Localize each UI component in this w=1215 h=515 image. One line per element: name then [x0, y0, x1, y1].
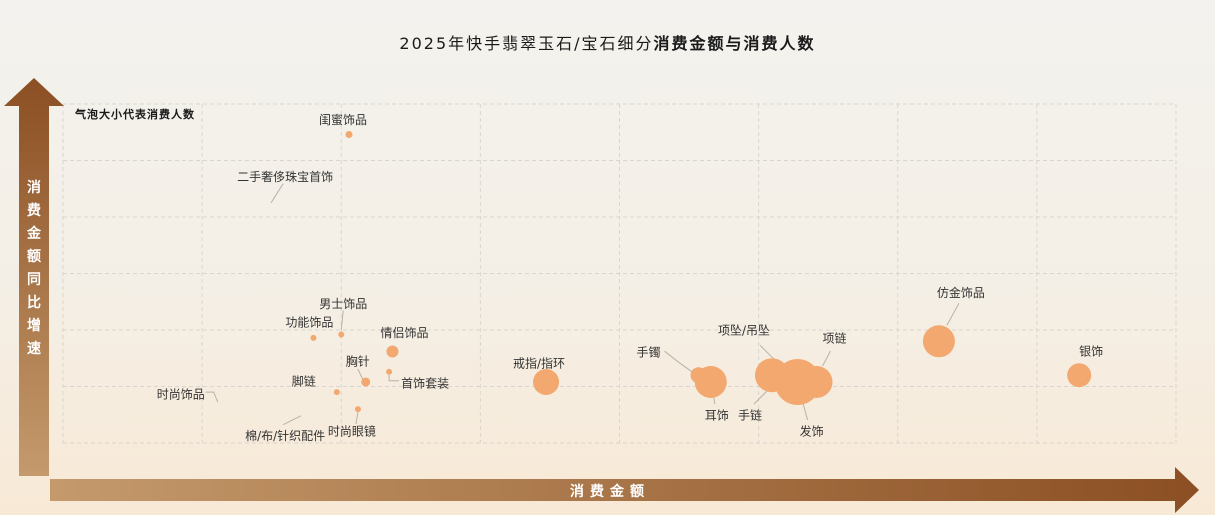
leader-line [822, 350, 831, 367]
bubble-point [310, 334, 317, 341]
y-axis-label: 消费金额同比增速 [26, 179, 42, 357]
bubble-label: 功能饰品 [285, 315, 333, 329]
bubble-label: 银饰 [1079, 345, 1103, 359]
bubble-label: 手链 [738, 407, 762, 422]
bubble-point [386, 345, 399, 358]
leader-line [340, 310, 344, 330]
bubble-label: 戒指/指环 [513, 355, 565, 370]
bubble-label: 男士饰品 [319, 297, 367, 311]
bubble-point [345, 131, 353, 139]
y-axis-arrow [4, 78, 64, 476]
grid-lines [62, 103, 1177, 444]
bubble-point [800, 365, 833, 398]
chart-title: 2025年快手翡翠玉石/宝石细分消费金额与消费人数 [0, 30, 1215, 54]
bubble-size-note: 气泡大小代表消费人数 [74, 107, 195, 121]
bubble-point [694, 365, 727, 398]
leader-line [355, 412, 359, 425]
bubble-label: 胸针 [346, 353, 370, 368]
bubble-label: 项链 [822, 330, 846, 345]
bubble-label: 项坠/吊坠 [718, 324, 770, 338]
bubble-point [338, 331, 345, 338]
bubble-label: 仿金饰品 [937, 285, 985, 300]
bubble-point [354, 406, 361, 413]
bubbles [310, 131, 1092, 413]
leader-line [205, 391, 219, 403]
bubble-label: 脚链 [292, 374, 316, 389]
leader-line [946, 303, 960, 326]
bubble-point [922, 325, 955, 358]
bubble-label: 闺蜜饰品 [319, 112, 367, 127]
bubble-point [386, 368, 393, 375]
bubble-label: 情侣饰品 [380, 325, 428, 340]
leader-line [270, 183, 284, 203]
chart-title-prefix: 2025年快手翡翠玉石/宝石细分 [399, 34, 654, 53]
leader-line [388, 374, 400, 382]
bubble-label: 首饰套装 [401, 376, 449, 390]
bubble-label: 手镯 [637, 345, 661, 360]
bubble-label: 棉/布/针织配件 [245, 428, 325, 443]
bubble-label: 时尚眼镜 [328, 424, 376, 439]
leader-line [664, 350, 693, 373]
chart-title-bold: 消费金额与消费人数 [653, 34, 816, 53]
bubble-label: 耳饰 [705, 408, 729, 422]
bubble-label: 发饰 [800, 423, 824, 438]
leader-line [357, 368, 364, 380]
bubble-point [533, 368, 560, 395]
bubble-label: 二手奢侈珠宝首饰 [237, 170, 333, 184]
leader-line [759, 344, 775, 360]
bubble-label: 时尚饰品 [157, 388, 205, 402]
bubble-point [333, 389, 340, 396]
bubble-point [361, 377, 371, 387]
bubble-point [1067, 363, 1092, 388]
leader-line [282, 415, 302, 426]
x-axis-label: 消费金额 [570, 483, 650, 500]
x-axis-arrow [50, 467, 1199, 513]
